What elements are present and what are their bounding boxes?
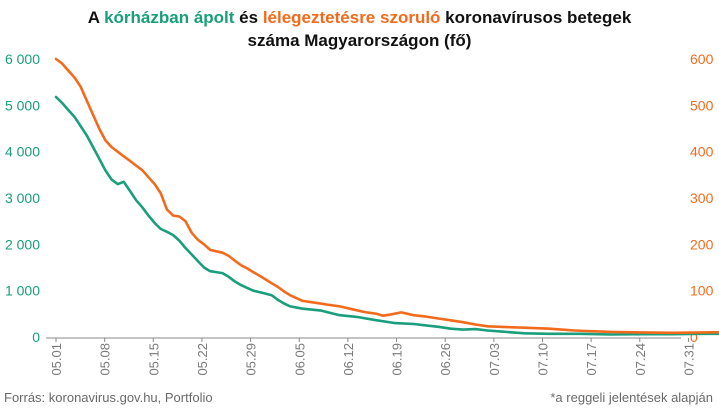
left-axis-tick-label: 5 000 bbox=[5, 97, 40, 113]
chart-title-line-1: A kórházban ápolt és lélegeztetésre szor… bbox=[0, 8, 719, 28]
right-axis-tick-label: 400 bbox=[690, 144, 714, 160]
x-axis-tick-label: 06.05 bbox=[292, 343, 307, 376]
title-middle: és bbox=[234, 8, 263, 27]
chart-title-line-2: száma Magyarországon (fő) bbox=[247, 31, 472, 50]
left-axis-tick-label: 3 000 bbox=[5, 190, 40, 206]
title-hospitalized-label: kórházban ápolt bbox=[104, 8, 235, 27]
title-prefix: A bbox=[87, 8, 105, 27]
x-axis-tick-label: 05.01 bbox=[49, 343, 64, 376]
x-axis: 05.01 05.08 05.15 05.22 05.29 06.05 06.12 06.19… bbox=[46, 337, 696, 376]
x-axis-tick-label: 05.15 bbox=[146, 343, 161, 376]
x-axis-tick-label: 06.26 bbox=[438, 343, 453, 376]
left-axis-tick-label: 0 bbox=[32, 329, 40, 345]
right-axis-tick-label: 100 bbox=[690, 283, 714, 299]
right-axis-tick-label: 0 bbox=[690, 329, 698, 345]
x-axis-tick-label: 06.12 bbox=[341, 343, 356, 376]
x-axis-tick-label: 07.03 bbox=[487, 343, 502, 376]
x-axis-tick-label: 05.08 bbox=[98, 343, 113, 376]
ventilated-series-line bbox=[54, 57, 719, 335]
series-layer bbox=[54, 57, 719, 336]
right-axis-tick-label: 200 bbox=[690, 236, 714, 252]
x-axis-tick-label: 06.19 bbox=[390, 343, 405, 376]
left-axis-tick-label: 1 000 bbox=[5, 283, 40, 299]
left-axis: 0 1 000 2 000 3 000 4 000 5 000 6 000 bbox=[5, 51, 40, 345]
left-axis-tick-label: 2 000 bbox=[5, 236, 40, 252]
right-axis-tick-label: 600 bbox=[690, 51, 714, 67]
right-axis-tick-label: 300 bbox=[690, 190, 714, 206]
title-suffix: koronavírusos betegek bbox=[440, 8, 632, 27]
x-axis-tick-label: 05.22 bbox=[195, 343, 210, 376]
hospitalized-series-line bbox=[54, 95, 719, 336]
left-axis-tick-label: 6 000 bbox=[5, 51, 40, 67]
note-text: *a reggeli jelentések alapján bbox=[550, 390, 713, 405]
right-axis-tick-label: 500 bbox=[690, 97, 714, 113]
x-axis-tick-label: 07.24 bbox=[633, 343, 648, 376]
x-axis-tick-label: 07.10 bbox=[536, 343, 551, 376]
title-ventilated-label: lélegeztetésre szoruló bbox=[262, 8, 441, 27]
left-axis-tick-label: 4 000 bbox=[5, 144, 40, 160]
source-text: Forrás: koronavirus.gov.hu, Portfolio bbox=[4, 390, 213, 405]
right-axis: 0 100 200 300 400 500 600 bbox=[690, 51, 714, 345]
x-axis-tick-label: 07.17 bbox=[584, 343, 599, 376]
x-axis-tick-label: 07.31 bbox=[681, 343, 696, 376]
x-axis-tick-label: 05.29 bbox=[244, 343, 259, 376]
